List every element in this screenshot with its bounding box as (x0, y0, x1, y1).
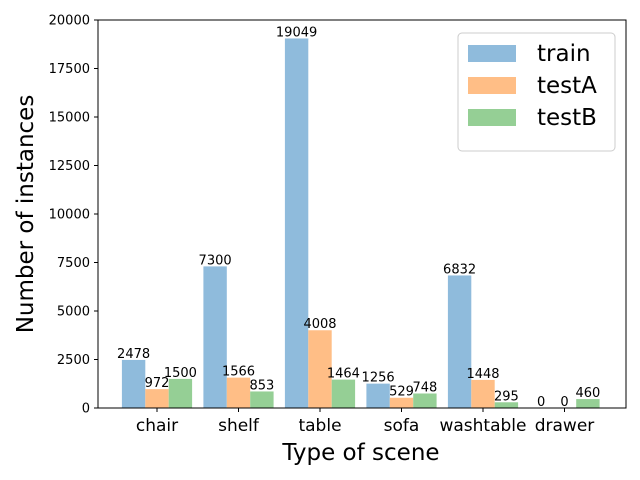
legend-label-train: train (537, 41, 591, 67)
value-label-testA-drawer: 0 (560, 395, 568, 410)
bar-testB-sofa (413, 393, 437, 408)
value-label-testA-washtable: 1448 (466, 367, 499, 382)
bar-testA-sofa (389, 397, 414, 408)
y-tick-label: 10000 (49, 208, 90, 223)
bar-testB-table (331, 379, 356, 408)
y-tick-label: 0 (82, 402, 90, 417)
value-label-testA-table: 4008 (303, 317, 336, 332)
value-label-testA-shelf: 1566 (222, 365, 255, 380)
value-label-train-shelf: 7300 (199, 253, 232, 268)
bar-testA-washtable (471, 379, 495, 408)
legend-label-testA: testA (537, 73, 597, 99)
y-tick-label: 7500 (57, 256, 90, 271)
value-labels-layer: 2478 7300 19049 1256 6832 0 972 1566 4008 529 1448… (117, 25, 600, 410)
value-label-testB-washtable: 295 (494, 389, 519, 404)
bar-train-sofa (366, 383, 390, 408)
value-label-testA-chair: 972 (145, 376, 170, 391)
x-tick-label-drawer: drawer (535, 416, 595, 436)
legend-swatch-testB (468, 109, 516, 126)
y-tick-label: 5000 (57, 305, 90, 320)
value-label-train-table: 19049 (276, 25, 317, 40)
bar-train-washtable (447, 275, 472, 408)
bar-testB-chair (168, 378, 193, 408)
value-label-testB-shelf: 853 (249, 378, 274, 393)
legend-swatch-testA (468, 77, 516, 94)
axes-layer: 02500500075001000012500150001750020000ch… (49, 14, 627, 436)
x-tick-label-table: table (298, 416, 341, 436)
legend-label-testB: testB (537, 105, 597, 131)
x-tick-label-sofa: sofa (384, 416, 420, 436)
x-axis-title: Type of scene (281, 440, 439, 466)
value-label-testB-chair: 1500 (164, 366, 197, 381)
bar-testB-drawer (576, 399, 600, 408)
value-label-train-drawer: 0 (537, 395, 545, 410)
y-tick-label: 2500 (57, 353, 90, 368)
bar-testB-shelf (250, 391, 274, 408)
y-tick-label: 12500 (49, 159, 90, 174)
value-label-train-washtable: 6832 (443, 262, 476, 277)
value-label-train-sofa: 1256 (362, 371, 395, 386)
bar-testA-chair (145, 389, 169, 408)
bar-testA-shelf (226, 377, 251, 408)
y-axis-title: Number of instances (13, 95, 39, 334)
y-tick-label: 20000 (49, 14, 90, 29)
bar-train-table (284, 38, 309, 408)
value-label-testA-sofa: 529 (389, 385, 414, 400)
y-tick-label: 15000 (49, 111, 90, 126)
legend-swatch-train (468, 45, 516, 62)
y-tick-label: 17500 (49, 62, 90, 77)
x-tick-label-washtable: washtable (439, 416, 526, 436)
x-tick-label-chair: chair (136, 416, 178, 436)
value-label-testB-sofa: 748 (412, 380, 437, 395)
value-label-train-chair: 2478 (117, 347, 150, 362)
bar-train-shelf (203, 266, 227, 408)
bar-testA-table (308, 330, 332, 408)
legend: train testA testB (457, 32, 616, 152)
x-tick-label-shelf: shelf (218, 416, 260, 436)
value-label-testB-drawer: 460 (575, 386, 600, 401)
bar-train-chair (121, 359, 146, 408)
bars-layer (121, 38, 600, 408)
value-label-testB-table: 1464 (327, 367, 360, 382)
bar-testB-washtable (494, 402, 519, 408)
